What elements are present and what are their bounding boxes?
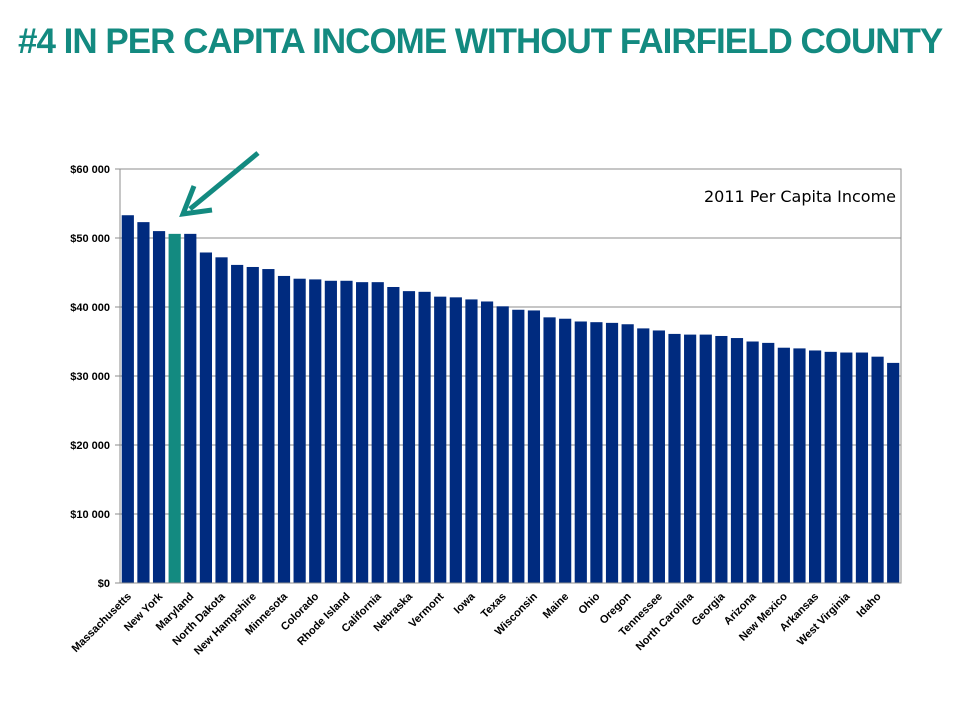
bar [465, 299, 478, 583]
bar [808, 350, 822, 583]
bar [137, 222, 150, 583]
bar [199, 252, 213, 584]
y-tick-label: $40 000 [70, 302, 110, 314]
x-tick-label: Ohio [576, 590, 602, 616]
bar [574, 321, 587, 583]
bar [246, 266, 259, 583]
x-tick-label: Vermont [407, 590, 447, 630]
bar [215, 257, 228, 583]
x-tick-label: Idaho [854, 590, 883, 619]
y-tick-label: $20 000 [70, 440, 110, 452]
bars [121, 215, 900, 584]
bar [824, 351, 837, 583]
x-tick-label: Texas [479, 591, 509, 621]
y-tick-label: $0 [98, 578, 110, 590]
bar [855, 352, 869, 583]
bar [887, 362, 900, 583]
bar [746, 341, 759, 583]
bar [324, 280, 337, 583]
bar [434, 296, 447, 583]
y-axis-ticks: $0 $10 000 $20 000 $30 000 $40 000 $50 000 $60… [70, 164, 120, 590]
chart-annotation: 2011 Per Capita Income [704, 187, 896, 206]
slide-title: #4 IN PER CAPITA INCOME WITHOUT FAIRFIEL… [18, 22, 943, 61]
y-tick-label: $60 000 [70, 164, 110, 176]
bar [121, 215, 134, 584]
bar [668, 333, 681, 583]
bar [449, 297, 462, 583]
x-tick-label: Maine [541, 591, 572, 622]
bar [371, 282, 384, 583]
bar [605, 322, 619, 583]
arrow-icon [179, 151, 260, 218]
bar [309, 279, 322, 583]
bar [387, 286, 400, 583]
bar [402, 291, 416, 583]
bar [840, 352, 853, 583]
y-tick-label: $30 000 [70, 371, 110, 383]
bar [152, 231, 166, 583]
bar [871, 356, 884, 583]
bar [262, 269, 275, 583]
bar [637, 328, 650, 583]
bar [559, 318, 572, 583]
bar [418, 291, 431, 583]
bar [184, 233, 197, 584]
bar [777, 347, 790, 583]
bar [590, 322, 603, 583]
bar [543, 317, 556, 583]
bar [621, 324, 634, 583]
x-tick-label: Georgia [690, 590, 729, 629]
x-tick-label: Iowa [452, 590, 478, 616]
bar [293, 278, 306, 583]
bar-highlighted [168, 233, 181, 584]
bar [715, 335, 728, 583]
bar [340, 280, 353, 583]
y-tick-label: $10 000 [70, 509, 110, 521]
bar [512, 309, 525, 583]
x-tick-label: North Carolina [634, 590, 697, 653]
bar [480, 301, 494, 583]
bar [793, 348, 806, 583]
bar [496, 306, 509, 583]
bar [356, 282, 369, 583]
bar [684, 334, 697, 583]
bar [231, 264, 244, 583]
y-tick-label: $50 000 [70, 233, 110, 245]
bar [730, 338, 744, 583]
bar [527, 310, 541, 583]
bar [762, 342, 775, 583]
bar [699, 334, 712, 583]
bar [652, 330, 665, 583]
bar [277, 275, 291, 583]
